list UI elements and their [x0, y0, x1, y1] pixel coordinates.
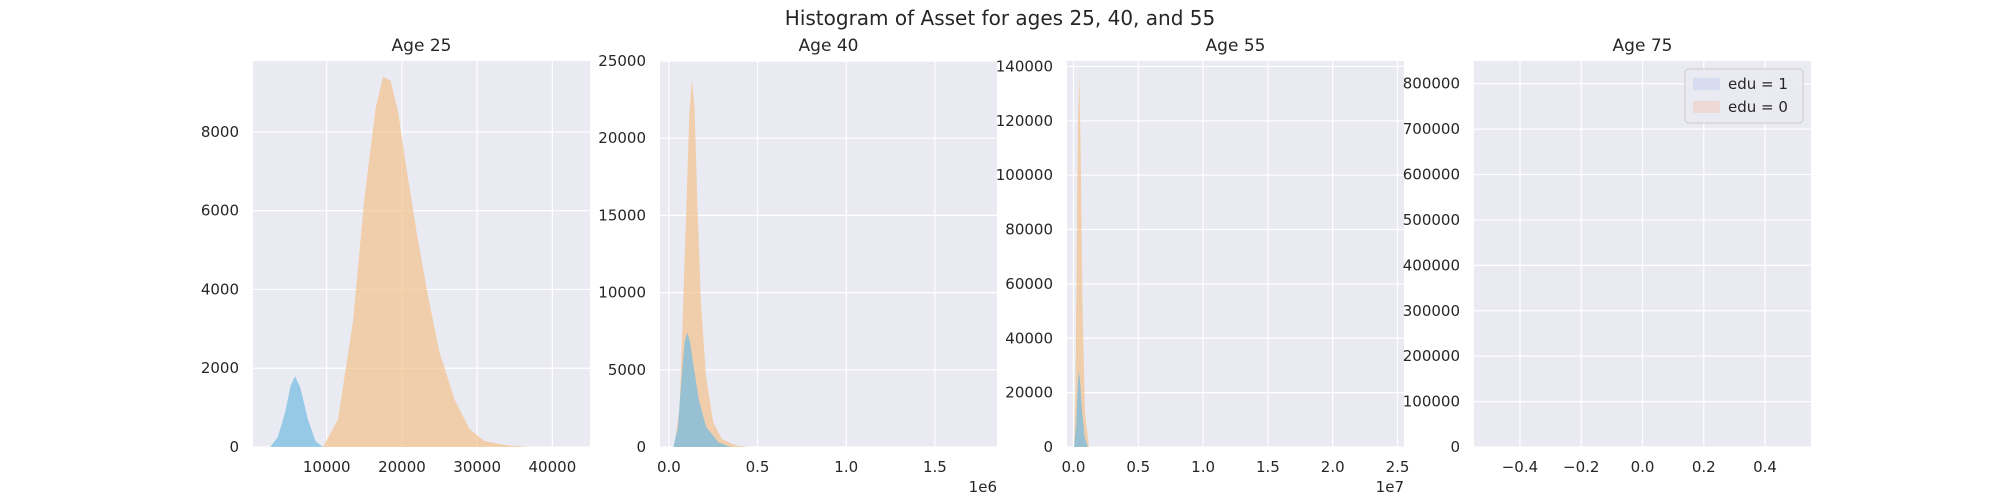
y-tick-label: 120000: [996, 112, 1053, 130]
legend-swatch: [1693, 101, 1720, 113]
x-tick-label: 2.5: [1386, 458, 1410, 476]
x-tick-label: 1.5: [923, 458, 947, 476]
x-tick-label: 1.0: [834, 458, 858, 476]
y-tick-label: 800000: [1403, 75, 1460, 93]
panel-title: Age 55: [1206, 36, 1266, 56]
y-tick-label: 8000: [201, 123, 239, 141]
y-tick-label: 25000: [598, 52, 646, 70]
legend-label: edu = 1: [1728, 75, 1788, 93]
y-tick-label: 60000: [1005, 275, 1053, 293]
y-tick-label: 300000: [1403, 302, 1460, 320]
y-tick-label: 0: [1450, 438, 1460, 456]
x-tick-label: 0.0: [657, 458, 681, 476]
panel-title: Age 75: [1613, 36, 1673, 56]
y-tick-label: 0: [229, 438, 239, 456]
x-offset-label: 1e6: [969, 478, 997, 496]
y-tick-label: 600000: [1403, 166, 1460, 184]
x-tick-label: −0.2: [1563, 458, 1599, 476]
x-tick-label: 40000: [529, 458, 577, 476]
y-tick-label: 400000: [1403, 256, 1460, 274]
y-tick-label: 15000: [598, 206, 646, 224]
histogram-edu-1: [673, 332, 731, 447]
y-tick-label: 6000: [201, 202, 239, 220]
y-tick-label: 140000: [996, 57, 1053, 75]
x-tick-label: 0.0: [1062, 458, 1086, 476]
x-tick-label: 10000: [303, 458, 351, 476]
figure-title: Histogram of Asset for ages 25, 40, and …: [785, 6, 1215, 30]
plot-background: [660, 61, 997, 447]
legend-swatch: [1693, 78, 1720, 90]
x-tick-label: 0.0: [1631, 458, 1655, 476]
y-tick-label: 0: [636, 438, 646, 456]
y-tick-label: 20000: [598, 129, 646, 147]
histogram-edu-0: [322, 76, 530, 448]
y-tick-label: 40000: [1005, 329, 1053, 347]
y-tick-label: 0: [1043, 438, 1053, 456]
x-tick-label: 2.0: [1321, 458, 1345, 476]
x-tick-label: 0.5: [746, 458, 770, 476]
histogram-edu-0: [674, 79, 749, 447]
panel-title: Age 40: [799, 36, 859, 56]
x-tick-label: 0.2: [1692, 458, 1716, 476]
panel-1: Age 25 10000 20000 30000 40000 0 2000 4000 6000 8…: [201, 36, 590, 476]
x-tick-label: 0.4: [1753, 458, 1777, 476]
y-tick-label: 200000: [1403, 347, 1460, 365]
panel-4: Age 75 −0.4 −0.2 0.0 0.2 0.4 0 100000 200000 3000…: [1403, 36, 1811, 476]
histogram-edu-0: [1074, 74, 1090, 447]
y-tick-label: 100000: [996, 166, 1053, 184]
x-tick-label: 1.5: [1256, 458, 1280, 476]
legend: edu = 1 edu = 0: [1684, 68, 1804, 124]
y-tick-label: 500000: [1403, 211, 1460, 229]
y-tick-label: 100000: [1403, 393, 1460, 411]
x-tick-label: −0.4: [1502, 458, 1538, 476]
x-tick-label: 30000: [453, 458, 501, 476]
y-tick-label: 20000: [1005, 384, 1053, 402]
panel-2: Age 40 0.0 0.5 1.0 1.5 0 5000 10000 15000 20000 25…: [598, 36, 997, 496]
plot-background: [1067, 61, 1404, 447]
x-offset-label: 1e7: [1376, 478, 1404, 496]
x-tick-label: 1.0: [1191, 458, 1215, 476]
x-tick-label: 0.5: [1126, 458, 1150, 476]
x-tick-label: 20000: [378, 458, 426, 476]
histogram-edu-1: [1074, 370, 1088, 447]
legend-label: edu = 0: [1728, 98, 1788, 116]
panel-title: Age 25: [392, 36, 452, 56]
histogram-edu-1: [270, 376, 323, 447]
y-tick-label: 4000: [201, 280, 239, 298]
y-tick-label: 2000: [201, 359, 239, 377]
y-tick-label: 5000: [608, 361, 646, 379]
panel-3: Age 55 0.0 0.5 1.0 1.5 2.0 2.5 0 20000 40000 60000…: [996, 36, 1410, 496]
y-tick-label: 700000: [1403, 120, 1460, 138]
y-tick-label: 10000: [598, 284, 646, 302]
y-tick-label: 80000: [1005, 221, 1053, 239]
